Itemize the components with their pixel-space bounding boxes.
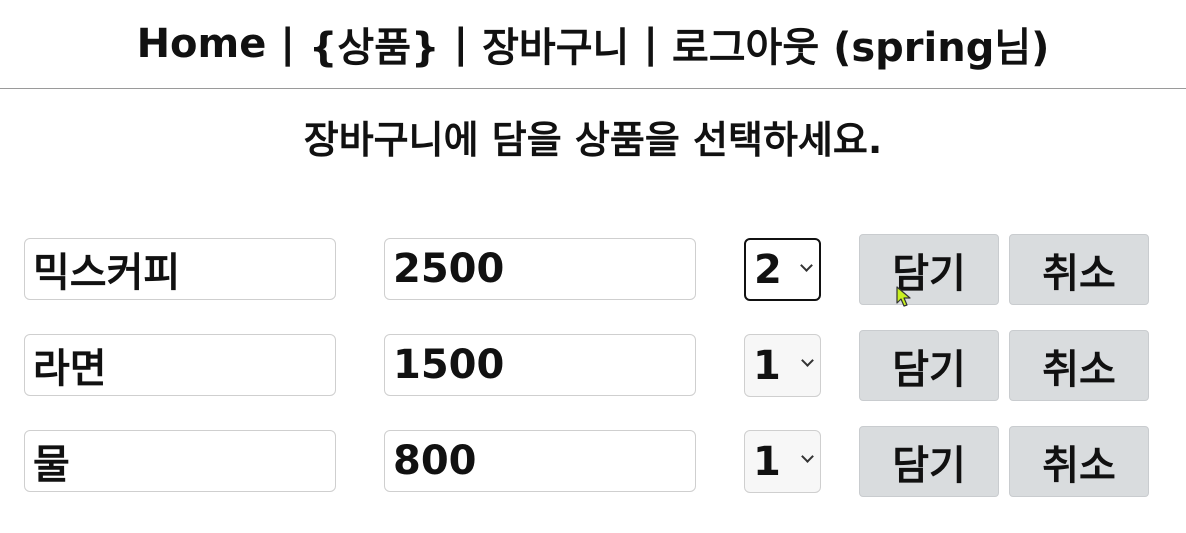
nav-separator: | — [453, 21, 469, 67]
add-to-cart-button[interactable]: 담기 — [859, 234, 999, 305]
product-price-input[interactable] — [384, 238, 696, 300]
cancel-button[interactable]: 취소 — [1009, 330, 1149, 401]
add-to-cart-button[interactable]: 담기 — [859, 330, 999, 401]
product-name-input[interactable] — [24, 430, 336, 492]
cancel-button[interactable]: 취소 — [1009, 426, 1149, 497]
nav-home-link[interactable]: Home — [136, 21, 267, 67]
product-row: 1 담기 취소 — [0, 426, 1186, 498]
quantity-value: 1 — [753, 438, 781, 485]
header-divider — [0, 88, 1186, 89]
nav-cart-link[interactable]: 장바구니 — [482, 25, 630, 71]
product-price-input[interactable] — [384, 334, 696, 396]
cancel-button[interactable]: 취소 — [1009, 234, 1149, 305]
chevron-down-icon — [801, 450, 814, 463]
product-price-input[interactable] — [384, 430, 696, 492]
product-name-input[interactable] — [24, 238, 336, 300]
product-row: 2 담기 취소 — [0, 234, 1186, 306]
nav-separator: | — [280, 21, 295, 67]
nav-logout-link[interactable]: 로그아웃 (spring님) — [671, 25, 1050, 71]
quantity-select[interactable]: 2 — [744, 238, 821, 301]
add-to-cart-button[interactable]: 담기 — [859, 426, 999, 497]
nav-products-link[interactable]: {상품} — [308, 25, 440, 71]
quantity-select[interactable]: 1 — [744, 334, 821, 397]
quantity-value: 2 — [754, 246, 782, 293]
chevron-down-icon — [801, 354, 814, 367]
product-row: 1 담기 취소 — [0, 330, 1186, 402]
nav-separator: | — [643, 21, 658, 67]
top-nav: Home | {상품} | 장바구니 | 로그아웃 (spring님) — [0, 0, 1186, 88]
product-name-input[interactable] — [24, 334, 336, 396]
chevron-down-icon — [800, 259, 813, 272]
quantity-value: 1 — [753, 342, 781, 389]
quantity-select[interactable]: 1 — [744, 430, 821, 493]
page-heading: 장바구니에 담을 상품을 선택하세요. — [303, 118, 883, 162]
